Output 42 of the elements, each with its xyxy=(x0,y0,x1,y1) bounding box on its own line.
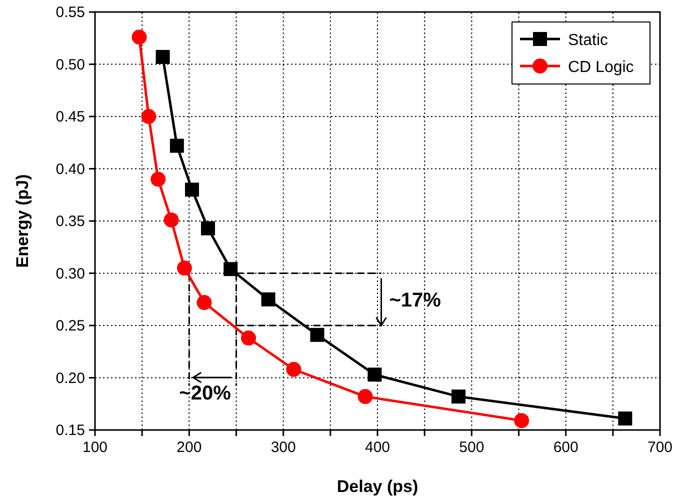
y-tick-label: 0.50 xyxy=(56,56,85,74)
y-axis-title: Energy (pJ) xyxy=(13,174,32,268)
y-tick-label: 0.30 xyxy=(56,265,85,282)
legend-label: Static xyxy=(568,32,608,49)
point xyxy=(310,328,324,342)
x-axis-title: Delay (ps) xyxy=(336,477,418,496)
y-tick-label: 0.40 xyxy=(56,160,85,178)
point xyxy=(176,260,192,276)
point xyxy=(224,262,238,276)
point xyxy=(618,412,632,426)
point xyxy=(240,330,256,346)
annotation: ~20% xyxy=(179,382,232,404)
legend-label: CD Logic xyxy=(568,59,634,76)
x-tick-label: 300 xyxy=(270,439,296,456)
y-tick-label: 0.15 xyxy=(56,422,85,439)
point xyxy=(196,295,212,310)
y-tick-label: 0.45 xyxy=(56,108,85,126)
y-tick-label: 0.20 xyxy=(56,370,85,387)
point xyxy=(368,368,382,382)
annotation: ~17% xyxy=(389,289,442,312)
y-tick-label: 0.35 xyxy=(56,213,85,230)
point xyxy=(141,109,156,124)
point xyxy=(451,390,466,404)
y-tick-label: 0.55 xyxy=(56,4,85,21)
point xyxy=(132,30,147,45)
x-tick-label: 600 xyxy=(553,439,578,456)
x-tick-label: 100 xyxy=(82,439,108,456)
point xyxy=(184,182,199,197)
point xyxy=(156,50,170,64)
x-tick-label: 500 xyxy=(459,439,484,456)
point xyxy=(201,221,215,236)
point xyxy=(150,172,166,187)
x-tick-label: 200 xyxy=(176,439,202,456)
x-tick-label: 400 xyxy=(364,439,390,456)
x-tick-label: 700 xyxy=(647,439,673,456)
point xyxy=(261,292,276,306)
point xyxy=(514,413,530,428)
point xyxy=(170,138,184,153)
point xyxy=(286,362,302,377)
point xyxy=(358,389,373,404)
y-tick-label: 0.25 xyxy=(56,318,85,334)
point xyxy=(164,212,179,228)
